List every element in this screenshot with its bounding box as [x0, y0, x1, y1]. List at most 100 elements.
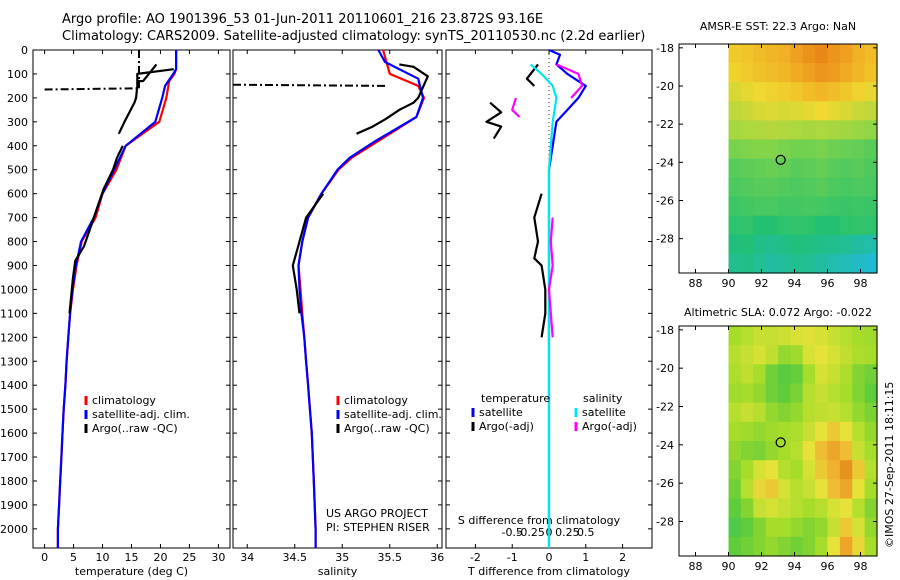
- sla-map-cell: [815, 479, 829, 500]
- sla-map-cell: [765, 383, 779, 404]
- sla-map-cell: [790, 383, 804, 404]
- sst-map-cell: [864, 253, 878, 274]
- x-axis-label: temperature (deg C): [75, 565, 188, 578]
- x-tick-label: 0: [546, 551, 553, 564]
- sla-map-cell: [765, 536, 779, 557]
- figure-title-line1: Argo profile: AO 1901396_53 01-Jun-2011 …: [62, 12, 544, 27]
- depth-tick-label: 1900: [0, 499, 28, 512]
- sst-map-cell: [753, 101, 767, 121]
- sla-map-cell: [815, 326, 829, 346]
- sla-map-cell: [728, 479, 742, 500]
- sla-map-y-tick-label: -28: [656, 516, 674, 529]
- sla-map-cell: [839, 345, 853, 365]
- sla-map-cell: [753, 536, 767, 557]
- sla-map-cell: [728, 364, 742, 385]
- sst-map-cell: [802, 101, 816, 121]
- sla-map-cell: [790, 498, 804, 519]
- sla-map-cell: [827, 364, 841, 385]
- sst-map-x-tick-label: 90: [722, 277, 736, 290]
- sla-map-cell: [827, 345, 841, 365]
- sla-map-cell: [815, 383, 829, 404]
- s-argo-line: [511, 97, 521, 118]
- sst-map-cell: [802, 196, 816, 217]
- sla-map-x-tick-label: 92: [755, 560, 769, 573]
- sst-map-cell: [815, 158, 829, 179]
- sla-map-cell: [827, 402, 841, 423]
- sla-map-cell: [864, 421, 878, 442]
- sla-map-cell: [864, 479, 878, 500]
- sst-map-cell: [790, 63, 804, 83]
- sst-map-cell: [753, 215, 767, 236]
- sst-map-cell: [864, 120, 878, 141]
- sst-map-x-tick-label: 96: [821, 277, 835, 290]
- x-tick-label: 35: [335, 551, 349, 564]
- sla-map-cell: [839, 441, 853, 461]
- sla-map-y-tick-label: -18: [656, 324, 674, 337]
- sla-map-cell: [728, 326, 742, 346]
- diff-legend-header-temperature: temperature: [481, 392, 550, 405]
- sla-map-cell: [728, 517, 742, 538]
- sla-map-argo-marker: [775, 437, 786, 448]
- sla-map-cell: [852, 479, 866, 500]
- sst-map-cell: [815, 196, 829, 217]
- sla-map-cell: [802, 517, 816, 538]
- x-axis-label: salinity: [318, 565, 358, 578]
- depth-tick-label: 1200: [0, 331, 28, 344]
- temperature-legend-label: climatology: [92, 394, 156, 407]
- sst-map-cell: [815, 253, 829, 274]
- sst-map-cell: [765, 177, 779, 198]
- depth-tick-label: 700: [7, 212, 28, 225]
- sst-map-cell: [827, 63, 841, 83]
- sla-map-cell: [778, 421, 791, 442]
- sst-map-cell: [802, 82, 816, 102]
- sst-map-cell: [753, 44, 767, 64]
- sla-map-cell: [827, 460, 841, 480]
- sla-map-cell: [765, 421, 779, 442]
- sst-map-cell: [728, 82, 742, 102]
- sst-map-cell: [839, 63, 853, 83]
- sst-map-argo-marker: [775, 154, 786, 165]
- sla-map-cell: [740, 383, 754, 404]
- sst-map-cell: [827, 234, 841, 255]
- sla-map-cell: [790, 460, 804, 480]
- sst-map-cell: [753, 177, 767, 198]
- sla-map-cell: [864, 383, 878, 404]
- sst-map-cell: [790, 44, 804, 64]
- sla-map-cell: [740, 460, 754, 480]
- x-tick-label: 36: [430, 551, 444, 564]
- satellite-adj-clim--line: [56, 50, 178, 548]
- sst-map-cell: [778, 101, 791, 121]
- sst-map-cell: [790, 82, 804, 102]
- sst-map-cell: [864, 82, 878, 102]
- sst-map-cell: [864, 158, 878, 179]
- sst-map-cell: [765, 234, 779, 255]
- sla-map-cell: [802, 441, 816, 461]
- sst-map-cell: [790, 139, 804, 160]
- sla-map-cell: [778, 383, 791, 404]
- sla-map-cell: [790, 441, 804, 461]
- sla-map-cell: [815, 364, 829, 385]
- sla-map-cell: [778, 364, 791, 385]
- sst-map-cell: [815, 44, 829, 64]
- sst-map-cell: [753, 158, 767, 179]
- x-tick-label: 30: [211, 551, 225, 564]
- salinity-legend-label: Argo(..raw -QC): [344, 422, 430, 435]
- s-diff-tick-label: 0.5: [577, 526, 595, 539]
- sla-map-cell: [802, 326, 816, 346]
- sla-map-cell: [852, 536, 866, 557]
- sst-map-cell: [765, 215, 779, 236]
- sla-map-cell: [790, 479, 804, 500]
- sla-map-cell: [728, 421, 742, 442]
- depth-tick-label: 100: [7, 68, 28, 81]
- sst-map-y-tick-label: -26: [656, 194, 674, 207]
- salinity-legend-label: climatology: [344, 394, 408, 407]
- sst-map-cell: [765, 63, 779, 83]
- depth-tick-label: 1600: [0, 427, 28, 440]
- depth-tick-label: 1000: [0, 283, 28, 296]
- sla-map-cell: [827, 441, 841, 461]
- sla-map-cell: [778, 441, 791, 461]
- sst-map-cell: [778, 215, 791, 236]
- sst-map-cell: [790, 158, 804, 179]
- sla-map-cell: [864, 498, 878, 519]
- sst-map-cell: [852, 101, 866, 121]
